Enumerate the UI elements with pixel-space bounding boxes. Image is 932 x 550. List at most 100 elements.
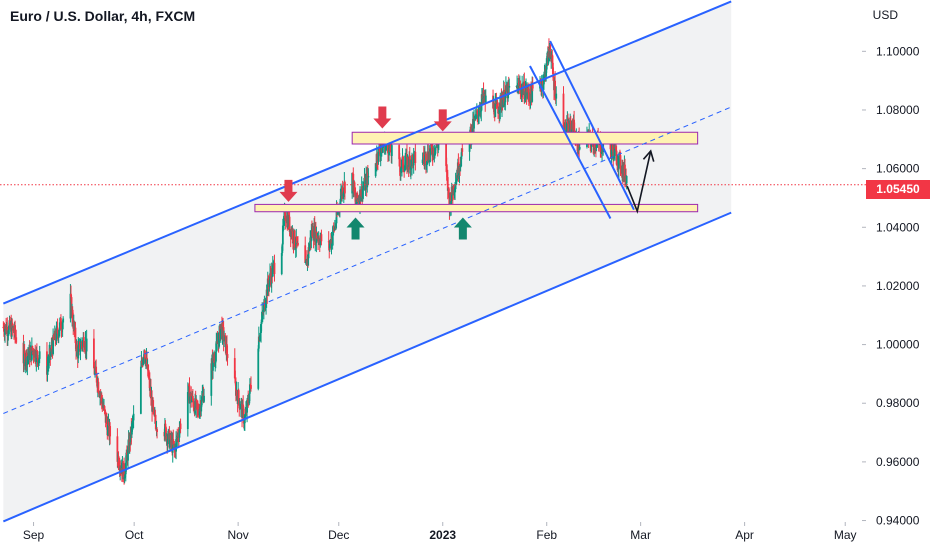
candle-body [593, 141, 596, 149]
projection-path [626, 150, 652, 214]
candle-body [554, 80, 557, 98]
candle-body [27, 356, 29, 358]
candle-body [266, 278, 269, 296]
candle-body [503, 89, 506, 105]
candle-body [31, 346, 34, 352]
candle-body [312, 227, 314, 239]
candle-body [527, 92, 530, 99]
candle-body [316, 232, 318, 239]
candle-body [389, 141, 392, 153]
candle-body [428, 151, 431, 163]
candle-body [186, 392, 189, 430]
candle-body [461, 148, 464, 152]
candle-body [376, 153, 379, 162]
candle-body [502, 100, 505, 108]
candle-body [7, 333, 10, 335]
candle-body [262, 312, 265, 314]
candle-body [454, 189, 456, 191]
candle-body [377, 147, 380, 162]
candle-body [264, 306, 267, 310]
candle-body [398, 159, 401, 167]
candle-body [408, 155, 411, 159]
candle-body [242, 404, 245, 409]
candle-body [175, 439, 177, 452]
candle-body [164, 423, 167, 428]
candle-body [619, 154, 621, 156]
candle-body [3, 327, 5, 332]
candle-body [333, 225, 336, 230]
channel-area [3, 1, 732, 522]
candle-body [367, 176, 370, 178]
x-axis[interactable]: Sep Oct Nov Dec 2023 Feb Mar Apr May [23, 522, 857, 542]
candle-body [458, 166, 461, 174]
candle-body [14, 334, 17, 338]
candle-body [407, 157, 409, 166]
candle-body [272, 263, 275, 266]
candle-body [539, 80, 542, 86]
candle-body [11, 322, 14, 328]
candle-body [610, 149, 613, 155]
candle-body [294, 245, 297, 249]
horizontal-zones [254, 131, 699, 213]
candle-body [404, 155, 407, 163]
candle-body [351, 172, 354, 174]
candle-body [378, 146, 381, 153]
candle-body [411, 155, 413, 167]
candle-body [332, 227, 335, 229]
candle-body [26, 356, 29, 365]
candle-body [498, 110, 501, 114]
candle-body [382, 145, 384, 153]
candle-body [457, 162, 460, 176]
candle-body [527, 87, 530, 93]
candle-body [366, 172, 369, 188]
candle-body [101, 401, 104, 408]
candle-body [29, 350, 32, 360]
candle-body [221, 323, 224, 338]
candle-body [445, 142, 447, 166]
candle-body [318, 238, 321, 243]
candle-body [524, 91, 527, 99]
candle-body [118, 466, 120, 468]
candle-body [24, 353, 27, 367]
candle-body [52, 335, 55, 354]
candle-body [84, 349, 86, 351]
channel-lower-line [2, 211, 732, 523]
candle-body [213, 359, 216, 363]
candle-body [578, 147, 581, 150]
candle-body [496, 102, 499, 108]
candle-body [555, 93, 558, 99]
candle-body [223, 340, 226, 342]
candle-body [236, 390, 238, 396]
candle-body [434, 147, 437, 154]
candle-body [599, 139, 602, 152]
candle-body [595, 142, 598, 149]
candle-body [79, 348, 82, 352]
candle-body [257, 348, 260, 389]
candle-body [374, 163, 377, 177]
candle-body [222, 323, 224, 328]
candle-body [282, 224, 285, 226]
candle-body [542, 84, 545, 90]
y-axis[interactable]: 1.10000 1.08000 1.06000 1.04000 1.02000 1.000… [862, 44, 920, 528]
candle-body [226, 354, 229, 359]
candle-body [61, 322, 64, 330]
candle-body [430, 143, 433, 148]
candle-body [446, 172, 449, 178]
candle-body [190, 399, 193, 403]
candle-body [412, 154, 415, 166]
candle-body [131, 421, 134, 424]
candle-body [434, 153, 436, 155]
candle-body [508, 85, 511, 88]
candle-body [74, 327, 77, 344]
candle-body [551, 54, 554, 63]
candle-body [224, 335, 227, 337]
price-candles [2, 38, 628, 485]
x-tick-label: Dec [328, 528, 349, 542]
candle-body [399, 168, 402, 172]
candle-body [94, 370, 96, 375]
candle-body [79, 341, 81, 352]
candle-body [453, 185, 455, 193]
candle-body [460, 156, 463, 167]
candle-body [218, 332, 221, 347]
